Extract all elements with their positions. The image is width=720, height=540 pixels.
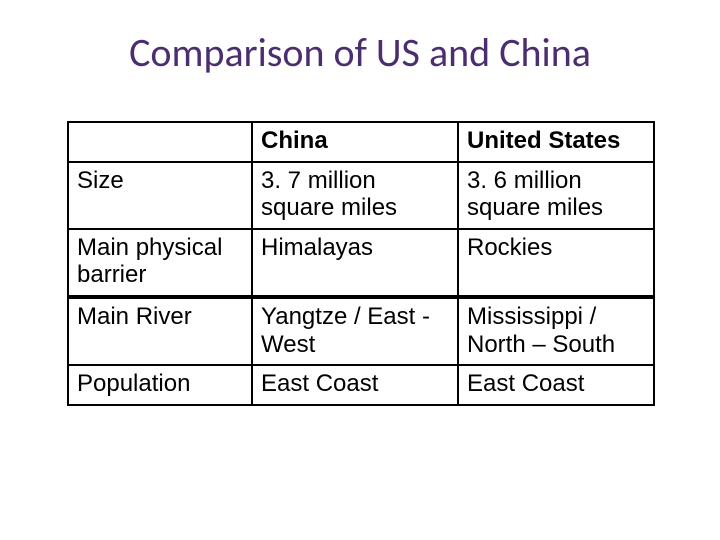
table-row: Main physical barrier Himalayas Rockies xyxy=(68,229,654,297)
cell-us: Mississippi / North – South xyxy=(458,297,654,365)
cell-china: 3. 7 million square miles xyxy=(252,162,458,229)
row-label: Population xyxy=(68,365,252,405)
cell-china: East Coast xyxy=(252,365,458,405)
row-label: Main physical barrier xyxy=(68,229,252,297)
comparison-table-wrap: China United States Size 3. 7 million sq… xyxy=(67,121,653,406)
header-cell-china: China xyxy=(252,122,458,162)
cell-china: Yangtze / East - West xyxy=(252,297,458,365)
cell-us: Rockies xyxy=(458,229,654,297)
table-row: Main River Yangtze / East - West Mississ… xyxy=(68,297,654,365)
cell-china: Himalayas xyxy=(252,229,458,297)
table-row: Population East Coast East Coast xyxy=(68,365,654,405)
header-cell-us: United States xyxy=(458,122,654,162)
header-cell-blank xyxy=(68,122,252,162)
comparison-table: China United States Size 3. 7 million sq… xyxy=(67,121,655,406)
slide-title: Comparison of US and China xyxy=(0,28,720,77)
slide: Comparison of US and China China United … xyxy=(0,0,720,540)
row-label: Main River xyxy=(68,297,252,365)
row-label: Size xyxy=(68,162,252,229)
table-row: Size 3. 7 million square miles 3. 6 mill… xyxy=(68,162,654,229)
cell-us: East Coast xyxy=(458,365,654,405)
table-header-row: China United States xyxy=(68,122,654,162)
cell-us: 3. 6 million square miles xyxy=(458,162,654,229)
